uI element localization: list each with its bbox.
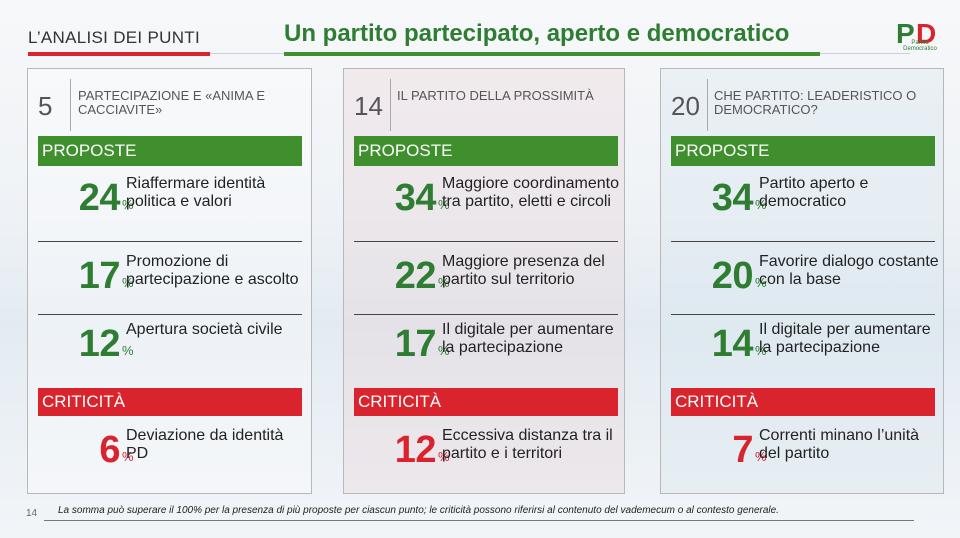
criticita-bar: CRITICITÀ [671, 388, 935, 416]
percent-sign: % [755, 197, 767, 212]
proposta-row: 17 % Promozione di partecipazione e asco… [38, 247, 302, 315]
percent-sign: % [122, 275, 134, 290]
percent-sign: % [438, 275, 450, 290]
criticita-row: 6 % Deviazione da identità PD [38, 421, 302, 487]
proposte-bar: PROPOSTE [671, 136, 935, 166]
criticita-percent: 7 [732, 429, 753, 471]
percent-sign: % [755, 275, 767, 290]
section-title: L’ANALISI DEI PUNTI [28, 28, 200, 47]
proposte-bar: PROPOSTE [354, 136, 618, 166]
row-divider [38, 314, 302, 315]
criticita-text: Correnti minano l’unità del partito [759, 427, 920, 462]
panel-number: 20 [671, 91, 700, 121]
proposta-percent: 17 [78, 255, 121, 297]
svg-text:D: D [916, 18, 936, 49]
footer-rule [44, 520, 914, 521]
percent-sign: % [438, 197, 450, 212]
panel-divider [70, 79, 71, 131]
panel-title: PARTECIPAZIONE E «ANIMA E CACCIAVITE» [78, 88, 266, 117]
percent-sign: % [122, 197, 134, 212]
percent-sign: % [755, 449, 767, 464]
proposta-text: Riaffermare identità politica e valori [126, 175, 266, 210]
panel-title: CHE PARTITO: LEADERISTICO O DEMOCRATICO? [714, 88, 917, 117]
proposta-text: Favorire dialogo costante con la base [759, 253, 939, 288]
criticita-row: 7 % Correnti minano l’unità del partito [671, 421, 935, 487]
proposta-row: 12 % Apertura società civile [38, 315, 302, 381]
percent-sign: % [755, 343, 767, 358]
panel-divider [390, 79, 391, 131]
panel-title: IL PARTITO DELLA PROSSIMITÀ [397, 88, 594, 103]
panel-prossimita: 14 IL PARTITO DELLA PROSSIMITÀ PROPOSTE … [343, 68, 625, 494]
proposta-row: 20 % Favorire dialogo costante con la ba… [671, 247, 939, 315]
page-title: Un partito partecipato, aperto e democra… [284, 20, 790, 47]
panel-number: 5 [38, 91, 53, 121]
svg-text:P: P [896, 18, 915, 49]
percent-sign: % [122, 343, 134, 358]
criticita-percent: 12 [394, 429, 437, 471]
pd-logo-icon: P D [896, 18, 936, 49]
criticita-row: 12 % Eccessiva distanza tra il partito e… [354, 421, 618, 487]
proposta-text: Il digitale per aumentare la partecipazi… [442, 321, 614, 356]
criticita-text: Eccessiva distanza tra il partito e i te… [442, 427, 613, 462]
proposta-text: Partito aperto e democratico [759, 175, 869, 210]
row-divider [671, 314, 935, 315]
proposta-row: 24 % Riaffermare identità politica e val… [38, 169, 302, 242]
row-divider [671, 241, 935, 242]
proposta-percent: 14 [711, 323, 754, 365]
title-underline [284, 52, 820, 56]
criticita-percent: 6 [99, 429, 120, 471]
row-divider [354, 241, 618, 242]
panel-divider [707, 79, 708, 131]
proposta-row: 17 % Il digitale per aumentare la partec… [354, 315, 618, 381]
proposta-percent: 22 [394, 255, 437, 297]
footnote: La somma può superare il 100% per la pre… [58, 505, 779, 516]
proposta-row: 22 % Maggiore presenza del partito sul t… [354, 247, 618, 315]
proposta-percent: 20 [711, 255, 754, 297]
proposta-percent: 34 [711, 177, 754, 219]
proposta-percent: 17 [394, 323, 437, 365]
proposta-row: 34 % Maggiore coordinamento tra partito,… [354, 169, 619, 242]
section-underline [28, 52, 210, 56]
proposta-percent: 12 [78, 323, 121, 365]
panel-partecipazione: 5 PARTECIPAZIONE E «ANIMA E CACCIAVITE» … [27, 68, 312, 494]
proposta-text: Maggiore coordinamento tra partito, elet… [442, 175, 619, 210]
proposta-text: Il digitale per aumentare la partecipazi… [759, 321, 931, 356]
proposta-text: Apertura società civile [126, 321, 283, 338]
proposta-text: Maggiore presenza del partito sul territ… [442, 253, 605, 288]
proposta-row: 34 % Partito aperto e democratico [671, 169, 935, 242]
criticita-text: Deviazione da identità PD [126, 427, 284, 462]
percent-sign: % [438, 343, 450, 358]
row-divider [38, 241, 302, 242]
row-divider [354, 314, 618, 315]
proposte-bar: PROPOSTE [38, 136, 302, 166]
proposta-row: 14 % Il digitale per aumentare la partec… [671, 315, 935, 381]
proposta-percent: 24 [78, 177, 121, 219]
proposta-text: Promozione di partecipazione e ascolto [126, 253, 299, 288]
percent-sign: % [122, 449, 134, 464]
criticita-bar: CRITICITÀ [354, 388, 618, 416]
proposta-percent: 34 [394, 177, 437, 219]
page-number: 14 [26, 508, 38, 519]
panel-leaderistico: 20 CHE PARTITO: LEADERISTICO O DEMOCRATI… [660, 68, 944, 494]
logo-text: Partito Democratico [903, 40, 937, 52]
percent-sign: % [438, 449, 450, 464]
panel-number: 14 [354, 91, 383, 121]
criticita-bar: CRITICITÀ [38, 388, 302, 416]
